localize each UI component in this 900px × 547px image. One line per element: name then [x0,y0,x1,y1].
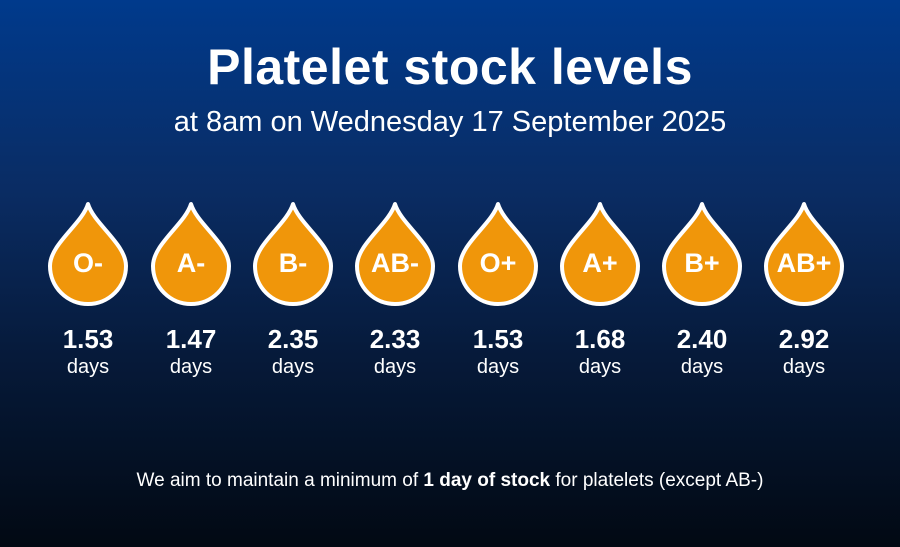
blood-group-label: AB+ [776,248,832,278]
stock-unit: days [578,356,622,378]
stock-value: 1.53 [62,324,114,354]
blood-drop-icon [48,202,128,306]
stock-unit: days [782,356,826,378]
stock-item-ab-pos: AB+ 2.92 days [756,200,852,390]
footer-text-prefix: We aim to maintain a minimum of [136,470,424,491]
stock-unit: days [271,356,315,378]
stock-unit: days [66,356,110,378]
blood-group-label: AB- [371,248,419,278]
footer-note: We aim to maintain a minimum of 1 day of… [0,470,900,492]
stock-levels: O- 1.53 days A- 1.47 days B- 2.35 days A… [40,200,860,390]
blood-drop-icon [355,202,435,306]
stock-value: 1.47 [165,324,217,354]
stock-item-o-pos: O+ 1.53 days [450,200,546,390]
stock-value: 1.68 [574,324,626,354]
footer-text-emphasis: 1 day of stock [423,470,551,491]
page-title: Platelet stock levels [207,39,693,95]
blood-group-label: O+ [479,248,517,278]
stock-value: 2.33 [369,324,421,354]
stock-item-ab-neg: AB- 2.33 days [347,200,443,390]
blood-drop-icon [253,202,333,306]
stock-unit: days [476,356,520,378]
stock-value: 2.92 [778,324,830,354]
blood-drop-icon [151,202,231,306]
stock-item-o-neg: O- 1.53 days [40,200,136,390]
blood-group-label: B+ [684,248,720,278]
stock-unit: days [373,356,417,378]
stock-unit: days [680,356,724,378]
stock-value: 1.53 [472,324,524,354]
page-subtitle: at 8am on Wednesday 17 September 2025 [173,106,727,138]
blood-group-label: A- [176,248,206,278]
blood-drop-icon [560,202,640,306]
stock-value: 2.35 [267,324,319,354]
blood-drop-icon [458,202,538,306]
stock-item-a-neg: A- 1.47 days [143,200,239,390]
stock-item-b-neg: B- 2.35 days [245,200,341,390]
blood-group-label: O- [73,248,103,278]
blood-group-label: A+ [582,248,618,278]
blood-drop-icon [764,202,844,306]
stock-unit: days [169,356,213,378]
blood-group-label: B- [278,248,308,278]
stock-value: 2.40 [676,324,728,354]
blood-drop-icon [662,202,742,306]
footer-text-suffix: for platelets (except AB-) [550,470,764,491]
stock-item-b-pos: B+ 2.40 days [654,200,750,390]
stock-item-a-pos: A+ 1.68 days [552,200,648,390]
